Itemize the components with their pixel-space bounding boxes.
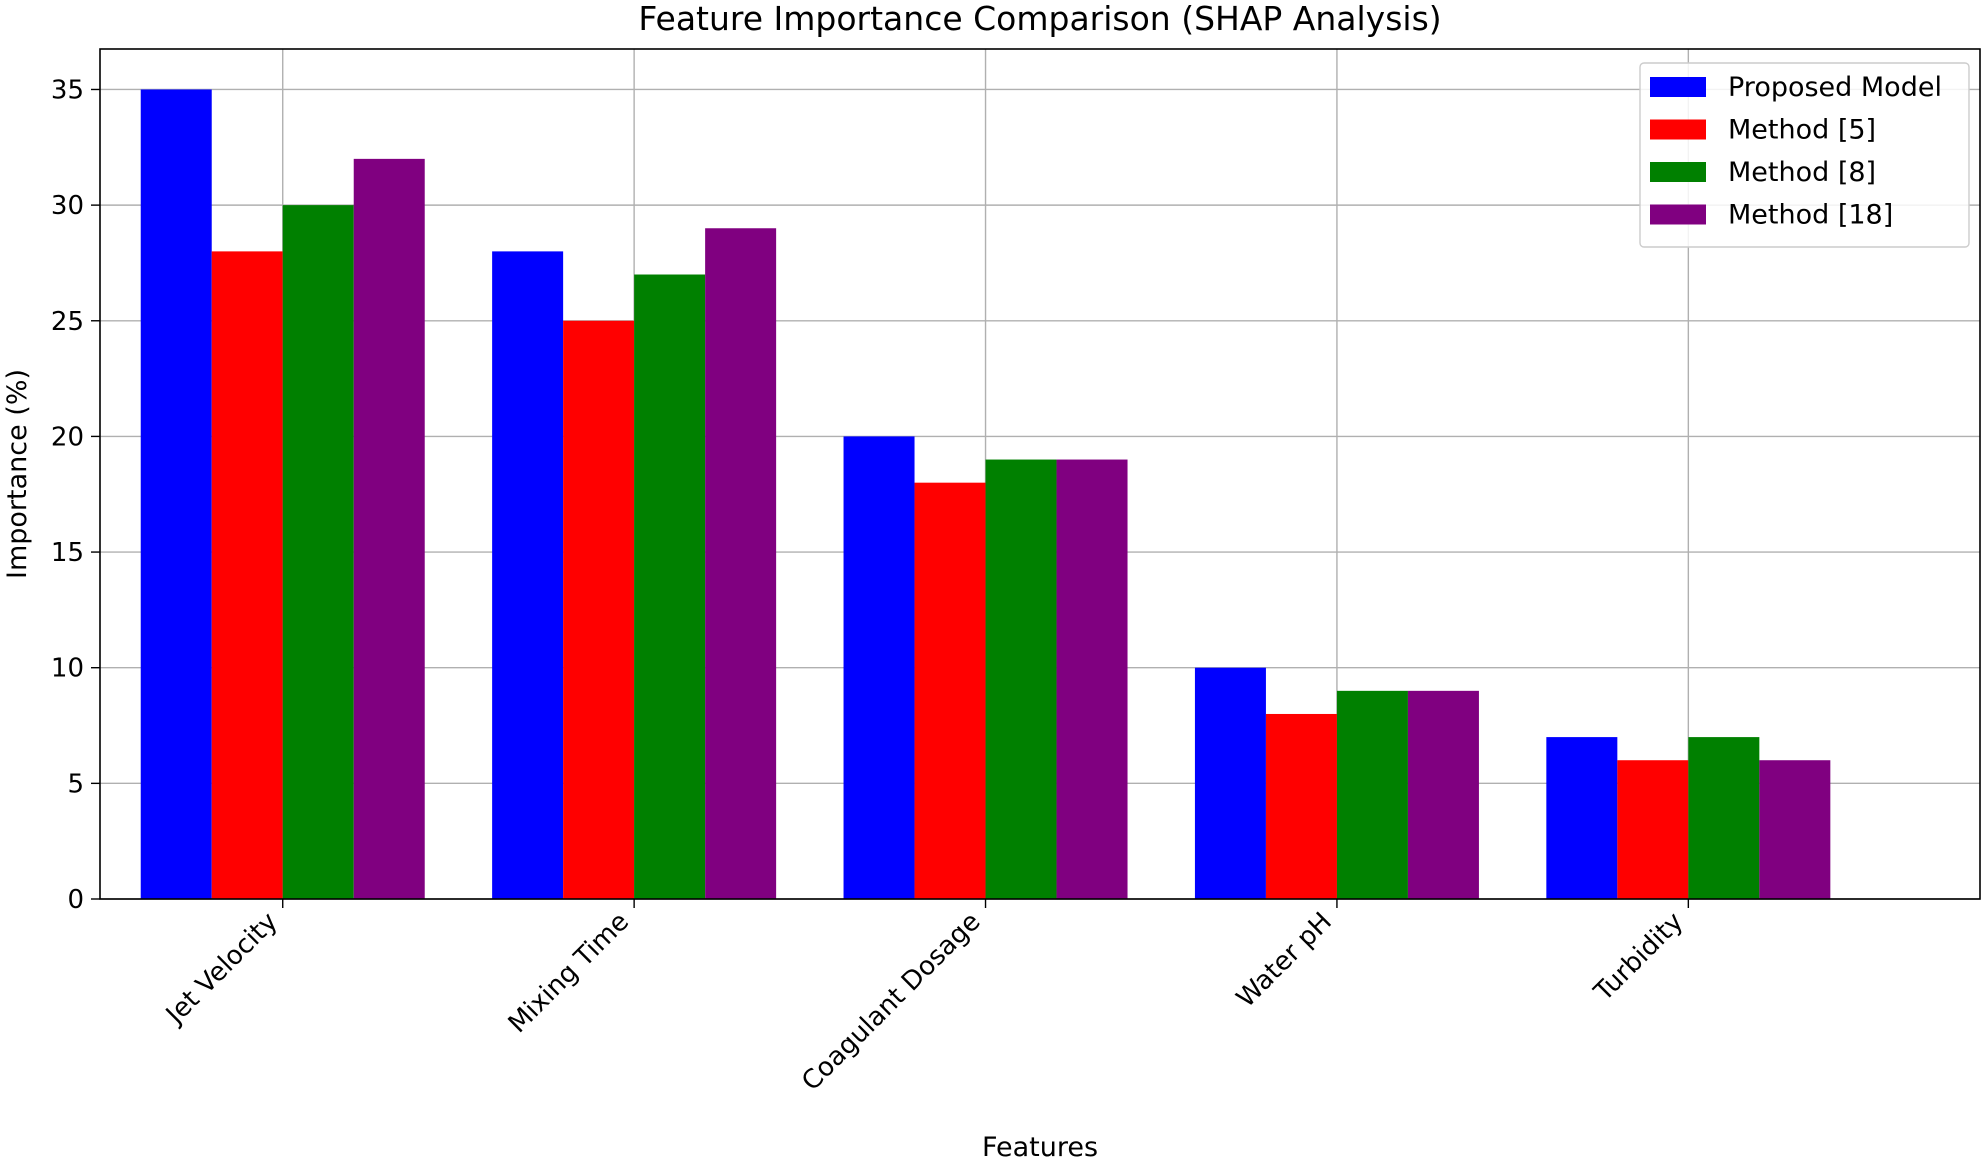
y-tick-label: 35 bbox=[51, 75, 84, 105]
bar bbox=[843, 436, 915, 899]
bar bbox=[492, 251, 564, 899]
y-axis-label: Importance (%) bbox=[2, 369, 33, 579]
bars bbox=[140, 89, 1831, 900]
legend-swatch bbox=[1650, 162, 1706, 182]
legend-box bbox=[1639, 62, 1970, 248]
bar bbox=[1407, 690, 1479, 899]
bar bbox=[1546, 737, 1618, 899]
legend-swatch bbox=[1650, 77, 1706, 97]
legend-swatch bbox=[1650, 119, 1706, 140]
chart-title: Feature Importance Comparison (SHAP Anal… bbox=[638, 0, 1441, 38]
bar bbox=[985, 459, 1057, 899]
bar bbox=[1617, 760, 1689, 899]
bar bbox=[1688, 737, 1760, 899]
y-axis: 0 5 10 15 20 25 30 35 bbox=[51, 75, 100, 915]
bar bbox=[634, 274, 706, 899]
bar bbox=[140, 89, 212, 899]
legend-label: Proposed Model bbox=[1728, 72, 1942, 103]
y-tick-label: 20 bbox=[51, 422, 84, 452]
bar bbox=[353, 158, 425, 899]
bar bbox=[282, 205, 354, 900]
y-tick-label: 10 bbox=[51, 654, 84, 684]
bar bbox=[211, 251, 283, 899]
legend-label: Method [18] bbox=[1728, 200, 1893, 231]
y-tick-label: 30 bbox=[51, 191, 84, 221]
y-tick-label: 15 bbox=[51, 538, 84, 568]
bar bbox=[705, 228, 777, 899]
bar bbox=[1759, 760, 1831, 899]
bar bbox=[1265, 713, 1337, 899]
bar bbox=[1194, 667, 1266, 899]
bar bbox=[1056, 459, 1128, 899]
plot-frame bbox=[99, 48, 1981, 900]
legend-swatch bbox=[1650, 204, 1706, 225]
bar bbox=[563, 320, 635, 900]
y-tick-label: 0 bbox=[67, 885, 84, 915]
bar bbox=[914, 482, 986, 899]
legend: Proposed Model Method [5] Method [8] Method… bbox=[1639, 62, 1970, 248]
legend-label: Method [5] bbox=[1728, 115, 1876, 146]
y-tick-label: 25 bbox=[51, 307, 84, 337]
legend-label: Method [8] bbox=[1728, 157, 1876, 188]
x-axis-label: Features bbox=[982, 1132, 1098, 1162]
bar bbox=[1336, 690, 1408, 899]
y-tick-label: 5 bbox=[67, 769, 84, 799]
